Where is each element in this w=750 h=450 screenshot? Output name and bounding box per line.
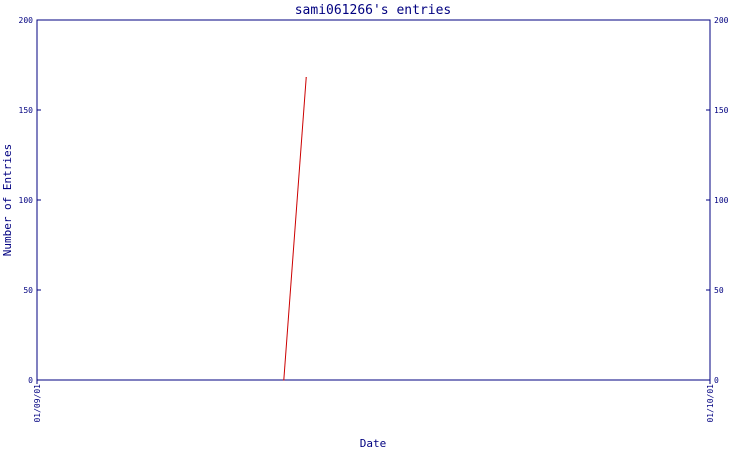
plot-area <box>36 19 711 381</box>
y-tick-label: 50 <box>23 286 33 295</box>
y-tick-label-right: 200 <box>714 16 729 25</box>
y-tick-label-right: 50 <box>714 286 724 295</box>
data-point <box>283 379 285 381</box>
series-layer <box>283 77 307 381</box>
y-tick-label-right: 150 <box>714 106 729 115</box>
data-point <box>305 77 307 79</box>
y-tick-label-right: 0 <box>714 376 719 385</box>
left-y-axis: 0 50 100 150 200 <box>19 16 41 385</box>
x-tick-label: 01/10/01 <box>706 384 715 423</box>
x-axis: 01/09/01 01/10/01 <box>33 380 715 423</box>
x-axis-title: Date <box>360 437 387 450</box>
y-tick-label-right: 100 <box>714 196 729 205</box>
y-tick-label: 150 <box>19 106 34 115</box>
series-line <box>283 77 307 381</box>
y-tick-label: 0 <box>28 376 33 385</box>
y-axis-title: Number of Entries <box>1 144 14 257</box>
y-tick-label: 200 <box>19 16 34 25</box>
right-y-axis: 0 50 100 150 200 <box>706 16 729 385</box>
y-tick-label: 100 <box>19 196 34 205</box>
chart-title: sami061266's entries <box>295 3 452 18</box>
x-tick-label: 01/09/01 <box>33 384 42 423</box>
